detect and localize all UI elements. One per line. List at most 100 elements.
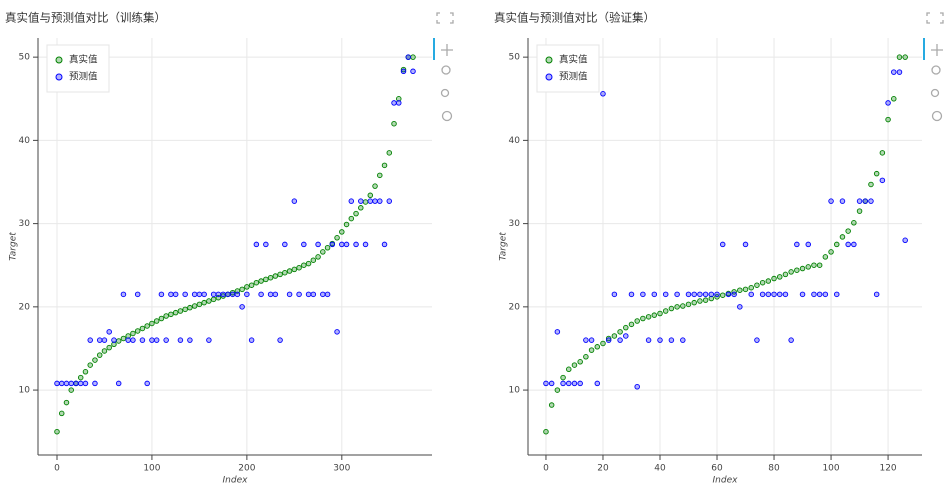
point: [258, 291, 264, 298]
point: [600, 340, 606, 347]
point: [130, 330, 136, 337]
point: [851, 241, 857, 248]
point: [879, 150, 886, 156]
legend-label: 预测值: [559, 71, 588, 83]
point: [158, 291, 165, 298]
x-tick-label: 120: [879, 464, 896, 474]
point: [816, 262, 823, 268]
point: [258, 278, 264, 284]
zoom-tool[interactable]: [931, 65, 941, 75]
fullscreen[interactable]: [436, 12, 454, 24]
point: [634, 318, 640, 324]
point: [92, 380, 98, 387]
y-tick-label: 10: [509, 386, 521, 396]
point: [239, 304, 245, 310]
point: [396, 100, 402, 106]
point: [263, 276, 269, 283]
point: [628, 321, 635, 328]
point: [353, 241, 359, 248]
point: [702, 291, 709, 298]
point: [87, 337, 93, 343]
y-tick-label: 20: [19, 302, 31, 312]
point: [662, 308, 669, 314]
point: [191, 291, 198, 298]
wheel-zoom-tool[interactable]: [440, 88, 450, 98]
point: [719, 241, 726, 248]
y-tick-label: 10: [19, 386, 31, 396]
point: [153, 337, 160, 343]
point: [737, 304, 743, 310]
point: [839, 198, 846, 204]
point: [834, 291, 840, 298]
x-tick-label: 200: [238, 464, 255, 474]
point: [320, 249, 326, 255]
point: [386, 198, 393, 204]
point: [771, 291, 777, 298]
point: [868, 181, 874, 188]
point: [702, 297, 709, 303]
point: [577, 359, 583, 365]
reset-tool[interactable]: [931, 110, 943, 122]
pan-tool[interactable]: [931, 44, 943, 56]
point: [58, 380, 65, 387]
pan-tool[interactable]: [441, 44, 453, 56]
point: [139, 325, 146, 332]
point: [405, 54, 412, 60]
point: [206, 337, 212, 343]
reset-tool[interactable]: [441, 110, 453, 122]
wheel-zoom-tool[interactable]: [930, 88, 940, 98]
point: [891, 69, 897, 75]
point: [277, 337, 283, 343]
point: [759, 279, 766, 286]
point: [305, 291, 312, 298]
point: [714, 291, 720, 298]
point: [731, 291, 737, 298]
point: [685, 291, 692, 298]
point: [771, 275, 777, 282]
point: [343, 241, 350, 248]
point: [305, 260, 312, 267]
point: [765, 291, 772, 298]
point: [691, 291, 697, 298]
point: [82, 380, 89, 387]
y-tick-label: 20: [509, 302, 521, 312]
point: [372, 198, 378, 204]
point: [367, 192, 374, 199]
point: [82, 369, 89, 375]
point: [742, 241, 749, 248]
point: [282, 241, 288, 248]
point: [748, 291, 754, 298]
x-tick-label: 20: [597, 464, 609, 474]
point: [708, 291, 715, 298]
point: [754, 337, 760, 343]
x-tick-label: 60: [711, 464, 723, 474]
point: [680, 303, 686, 309]
point: [697, 298, 703, 304]
point: [277, 271, 283, 278]
point: [296, 264, 302, 271]
point: [873, 170, 880, 177]
point: [719, 292, 726, 298]
y-axis-label: Target: [9, 232, 19, 261]
point: [794, 267, 800, 273]
point: [391, 120, 397, 127]
point: [210, 296, 217, 303]
point: [377, 172, 383, 179]
point: [96, 352, 103, 358]
zoom-tool[interactable]: [441, 65, 451, 75]
x-tick-label: 100: [143, 464, 160, 474]
point: [248, 282, 255, 288]
point: [68, 387, 74, 393]
point: [334, 235, 340, 241]
y-tick-label: 30: [509, 219, 521, 229]
point: [177, 308, 184, 314]
point: [885, 100, 891, 106]
toolbar-active: [433, 38, 435, 60]
point: [748, 284, 754, 291]
fullscreen[interactable]: [926, 12, 944, 24]
point: [400, 66, 407, 73]
point: [63, 399, 70, 406]
point: [657, 310, 663, 317]
point: [566, 380, 572, 387]
